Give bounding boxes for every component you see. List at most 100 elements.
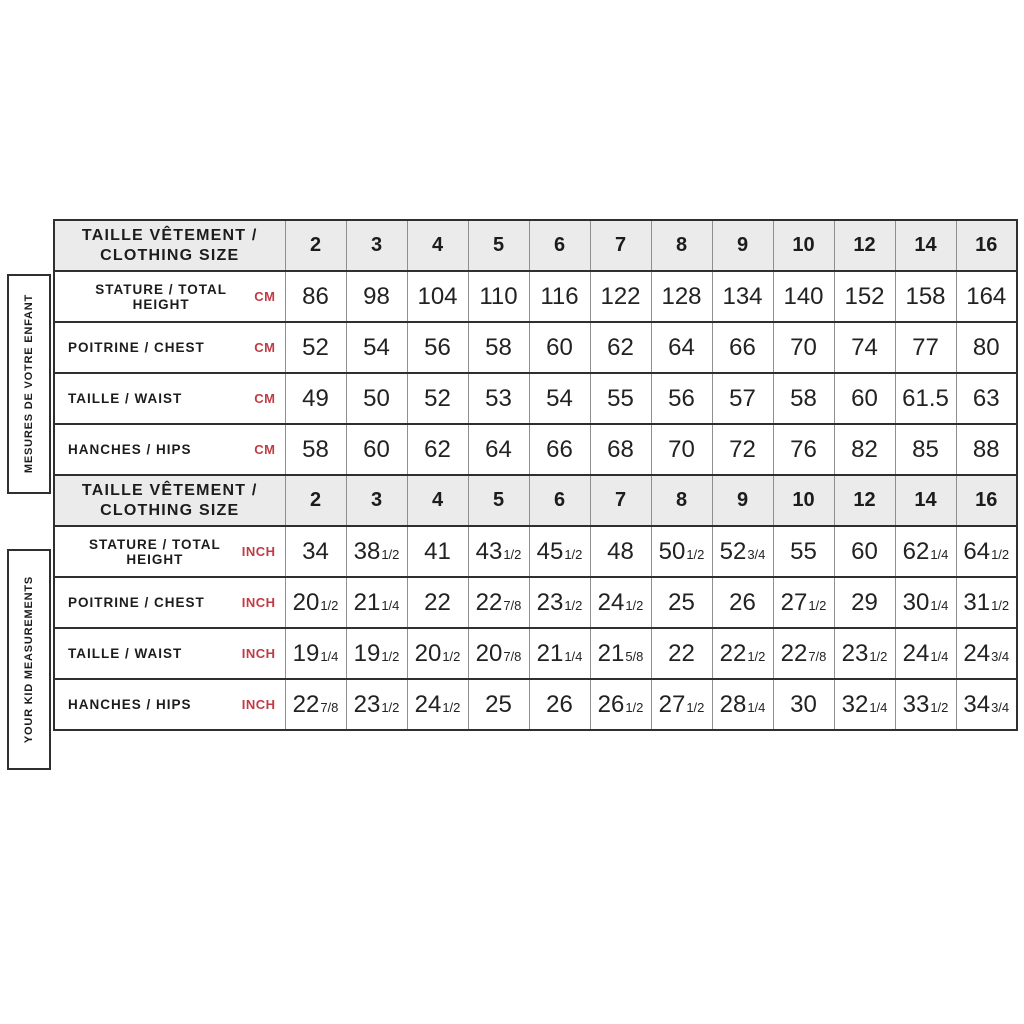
measurement-value: 74	[851, 333, 878, 361]
measurement-value-cell: 64	[650, 321, 713, 374]
measurement-value-cell: 55	[772, 525, 835, 578]
fraction: 1/2	[991, 546, 1010, 562]
fraction: 1/2	[686, 546, 705, 562]
measurement-value-cell: 58	[467, 321, 530, 374]
measurement-value: 64	[668, 333, 695, 361]
size-number: 9	[736, 234, 749, 256]
measurement-value-cell: 58	[284, 423, 347, 476]
size-column-header: 12	[833, 219, 896, 272]
measurement-value-cell: 50	[345, 372, 408, 425]
measurement-value: 62	[607, 333, 634, 361]
size-column-header: 8	[650, 474, 713, 527]
fraction: 1/4	[869, 699, 888, 715]
measurement-value: 76	[790, 435, 817, 463]
measurement-value-cell: 211/4	[528, 627, 591, 680]
measurement-value-cell: 66	[528, 423, 591, 476]
sidebar-label-cm-text: MESURES DE VOTRE ENFANT	[23, 294, 35, 474]
measurement-value-cell: 116	[528, 270, 591, 323]
measurement-value-cell: 140	[772, 270, 835, 323]
measurement-value-cell: 25	[467, 678, 530, 731]
measurement-value-cell: 227/8	[772, 627, 835, 680]
measurement-value-cell: 158	[894, 270, 957, 323]
measurement-value-cell: 56	[406, 321, 469, 374]
measurement-value: 41	[424, 537, 451, 565]
measurement-row-label-cell: POITRINE / CHEST INCH	[53, 576, 286, 629]
measurement-value-cell: 191/2	[345, 627, 408, 680]
measurement-value-cell: 60	[345, 423, 408, 476]
fraction: 3/4	[991, 699, 1010, 715]
measurement-label: POITRINE / CHEST	[68, 340, 205, 355]
measurement-row-label-cell: TAILLE / WAIST CM	[53, 372, 286, 425]
measurement-value: 22	[668, 639, 695, 667]
fraction: 1/2	[747, 648, 766, 664]
sidebar-label-inch-text: YOUR KID MEASUREMENTS	[23, 575, 35, 744]
measurement-value-cell: 331/2	[894, 678, 957, 731]
measurement-value: 191/4	[292, 639, 339, 667]
measurement-value-cell: 57	[711, 372, 774, 425]
measurement-value: 58	[302, 435, 329, 463]
measurement-value: 54	[363, 333, 390, 361]
measurement-row-label-cell: HANCHES / HIPS CM	[53, 423, 286, 476]
measurement-value-cell: 29	[833, 576, 896, 629]
measurement-value-cell: 211/4	[345, 576, 408, 629]
unit-label: CM	[254, 442, 276, 457]
measurement-value: 49	[302, 384, 329, 412]
unit-label: CM	[254, 289, 276, 304]
measurement-value: 211/4	[353, 588, 400, 616]
measurement-value: 116	[540, 282, 579, 310]
measurement-value-cell: 61.5	[894, 372, 957, 425]
fraction: 1/2	[564, 597, 583, 613]
size-header-row: TAILLE VÊTEMENT / CLOTHING SIZE 2 3 4 5 6 7 8 9 10…	[53, 219, 1018, 272]
measurement-value: 70	[668, 435, 695, 463]
measurement-value: 64	[485, 435, 512, 463]
measurement-value-cell: 431/2	[467, 525, 530, 578]
clothing-size-header-label: TAILLE VÊTEMENT / CLOTHING SIZE	[53, 474, 286, 527]
measurement-value-cell: 41	[406, 525, 469, 578]
measurement-value-cell: 231/2	[528, 576, 591, 629]
measurement-row: POITRINE / CHEST INCH 201/2 211/4 22 227/8 231…	[53, 576, 1018, 629]
size-number: 10	[792, 489, 815, 511]
measurement-row: STATURE / TOTAL HEIGHT INCH 34 381/2 41 431/2…	[53, 525, 1018, 578]
fraction: 3/4	[991, 648, 1010, 664]
measurement-value: 231/2	[353, 690, 400, 718]
measurement-value: 201/2	[292, 588, 339, 616]
measurement-value: 60	[851, 384, 878, 412]
measurement-value-cell: 241/4	[894, 627, 957, 680]
measurement-value-cell: 48	[589, 525, 652, 578]
fraction: 1/2	[625, 699, 644, 715]
fraction: 1/4	[747, 699, 766, 715]
size-column-header: 12	[833, 474, 896, 527]
measurement-value: 66	[546, 435, 573, 463]
measurement-value-cell: 54	[528, 372, 591, 425]
sidebar-label-inch-section: YOUR KID MEASUREMENTS	[7, 549, 51, 770]
measurement-value-cell: 55	[589, 372, 652, 425]
clothing-size-header-line1: TAILLE VÊTEMENT /	[81, 482, 258, 500]
measurement-value-cell: 243/4	[955, 627, 1018, 680]
measurement-row-label-cell: POITRINE / CHEST CM	[53, 321, 286, 374]
size-column-header: 10	[772, 219, 835, 272]
measurement-value-cell: 54	[345, 321, 408, 374]
measurement-row: TAILLE / WAIST INCH 191/4 191/2 201/2 207/8 21…	[53, 627, 1018, 680]
measurement-value: 122	[600, 282, 641, 310]
size-number: 3	[370, 234, 383, 256]
unit-label: INCH	[241, 646, 276, 661]
measurement-value: 52	[302, 333, 329, 361]
size-column-header: 7	[589, 474, 652, 527]
measurement-value-cell: 49	[284, 372, 347, 425]
measurement-value: 523/4	[719, 537, 766, 565]
measurement-value-cell: 52	[284, 321, 347, 374]
measurement-value-cell: 68	[589, 423, 652, 476]
measurement-row-label-cell: STATURE / TOTAL HEIGHT CM	[53, 270, 286, 323]
measurement-value-cell: 56	[650, 372, 713, 425]
size-number: 3	[370, 489, 383, 511]
measurement-value: 191/2	[353, 639, 400, 667]
measurement-value: 227/8	[292, 690, 339, 718]
measurement-value-cell: 63	[955, 372, 1018, 425]
measurement-value: 55	[607, 384, 634, 412]
measurement-value: 215/8	[597, 639, 644, 667]
measurement-value: 134	[722, 282, 763, 310]
measurement-value-cell: 26	[528, 678, 591, 731]
size-column-header: 6	[528, 474, 591, 527]
fraction: 1/2	[320, 597, 339, 613]
measurement-value: 60	[363, 435, 390, 463]
